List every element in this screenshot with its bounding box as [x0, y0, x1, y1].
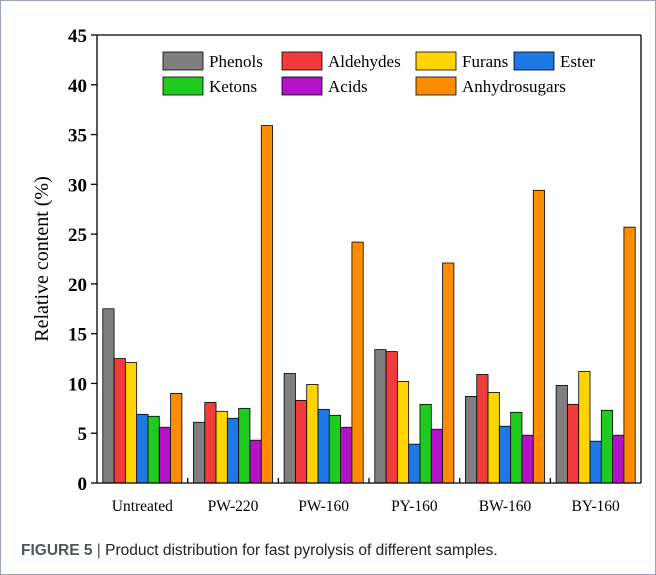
- bar-ketons-by-160: [601, 410, 612, 483]
- y-tick-label: 35: [68, 126, 87, 147]
- bars-group: [103, 126, 635, 483]
- legend: Phenols Aldehydes Furans Ester Ketons Acids An…: [163, 52, 595, 96]
- y-axis-label: Relative content (%): [31, 176, 53, 342]
- bar-phenols-bw-160: [465, 396, 476, 483]
- bar-ketons-pw-220: [239, 408, 250, 483]
- y-tick-label: 30: [68, 175, 87, 196]
- y-tick-label: 40: [68, 76, 87, 97]
- legend-swatch-ketons: [163, 77, 203, 95]
- bar-ester-pw-220: [227, 418, 238, 483]
- bar-aldehydes-pw-160: [295, 400, 306, 483]
- bar-furans-by-160: [579, 371, 590, 483]
- bar-acids-py-160: [431, 429, 442, 483]
- y-tick-label: 5: [78, 424, 88, 445]
- legend-label-ester: Ester: [560, 52, 595, 71]
- x-tick-label: BW-160: [479, 498, 532, 515]
- bar-phenols-py-160: [375, 350, 386, 483]
- legend-swatch-anhydrosugars: [416, 77, 456, 95]
- bar-acids-by-160: [613, 435, 624, 483]
- legend-label-ketons: Ketons: [209, 77, 257, 96]
- bar-anhydrosugars-pw-220: [261, 126, 272, 483]
- bar-aldehydes-untreated: [114, 359, 125, 483]
- bar-ester-by-160: [590, 441, 601, 483]
- bar-furans-untreated: [125, 363, 136, 483]
- legend-label-aldehydes: Aldehydes: [328, 52, 401, 71]
- x-tick-label: PW-220: [208, 498, 259, 515]
- legend-swatch-aldehydes: [282, 52, 322, 70]
- legend-swatch-ester: [514, 52, 554, 70]
- bar-anhydrosugars-pw-160: [352, 242, 363, 483]
- bar-aldehydes-py-160: [386, 352, 397, 483]
- legend-swatch-phenols: [163, 52, 203, 70]
- x-tick-label: PW-160: [298, 498, 349, 515]
- figure-caption: FIGURE 5 | Product distribution for fast…: [21, 542, 641, 560]
- bar-aldehydes-by-160: [567, 404, 578, 483]
- bar-acids-bw-160: [522, 435, 533, 483]
- bar-ketons-pw-160: [329, 415, 340, 483]
- bar-phenols-pw-160: [284, 373, 295, 483]
- y-tick-label: 15: [68, 325, 87, 346]
- bar-phenols-untreated: [103, 309, 114, 483]
- y-tick-label: 25: [68, 225, 87, 246]
- y-ticks-group: 0 5 10 15 20 25 30 35 40 45: [68, 26, 97, 495]
- bar-aldehydes-bw-160: [477, 374, 488, 483]
- bar-ketons-untreated: [148, 416, 159, 483]
- bar-ester-bw-160: [499, 426, 510, 483]
- bar-anhydrosugars-untreated: [171, 393, 182, 483]
- bar-acids-pw-160: [341, 427, 352, 483]
- caption-text: Product distribution for fast pyrolysis …: [105, 542, 498, 559]
- legend-label-acids: Acids: [328, 77, 368, 96]
- legend-swatch-acids: [282, 77, 322, 95]
- caption-label: FIGURE 5: [21, 542, 92, 559]
- bar-aldehydes-pw-220: [205, 402, 216, 483]
- bar-ketons-bw-160: [511, 412, 522, 483]
- legend-label-anhydrosugars: Anhydrosugars: [462, 77, 566, 96]
- caption-separator: |: [97, 542, 101, 559]
- y-tick-label: 0: [78, 474, 88, 495]
- bar-acids-untreated: [159, 427, 170, 483]
- bar-furans-pw-160: [307, 384, 318, 483]
- bar-ester-untreated: [137, 414, 148, 483]
- bar-acids-pw-220: [250, 440, 261, 483]
- legend-label-phenols: Phenols: [209, 52, 263, 71]
- y-tick-label: 20: [68, 275, 87, 296]
- x-tick-label: BY-160: [572, 498, 620, 515]
- x-tick-label: PY-160: [391, 498, 438, 515]
- legend-label-furans: Furans: [462, 52, 508, 71]
- bar-chart: 0 5 10 15 20 25 30 35 40 45 Untreated PW-220 PW-160…: [1, 1, 656, 531]
- bar-anhydrosugars-bw-160: [533, 190, 544, 483]
- bar-anhydrosugars-by-160: [624, 227, 635, 483]
- legend-swatch-furans: [416, 52, 456, 70]
- bar-phenols-by-160: [556, 385, 567, 483]
- bar-furans-py-160: [397, 381, 408, 483]
- y-tick-label: 45: [68, 26, 87, 47]
- y-tick-label: 10: [68, 374, 87, 395]
- x-tick-label: Untreated: [112, 498, 173, 515]
- bar-ester-pw-160: [318, 409, 329, 483]
- bar-furans-bw-160: [488, 392, 499, 483]
- bar-ketons-py-160: [420, 404, 431, 483]
- bar-ester-py-160: [409, 444, 420, 483]
- bar-phenols-pw-220: [193, 422, 204, 483]
- bar-anhydrosugars-py-160: [443, 263, 454, 483]
- bar-furans-pw-220: [216, 411, 227, 483]
